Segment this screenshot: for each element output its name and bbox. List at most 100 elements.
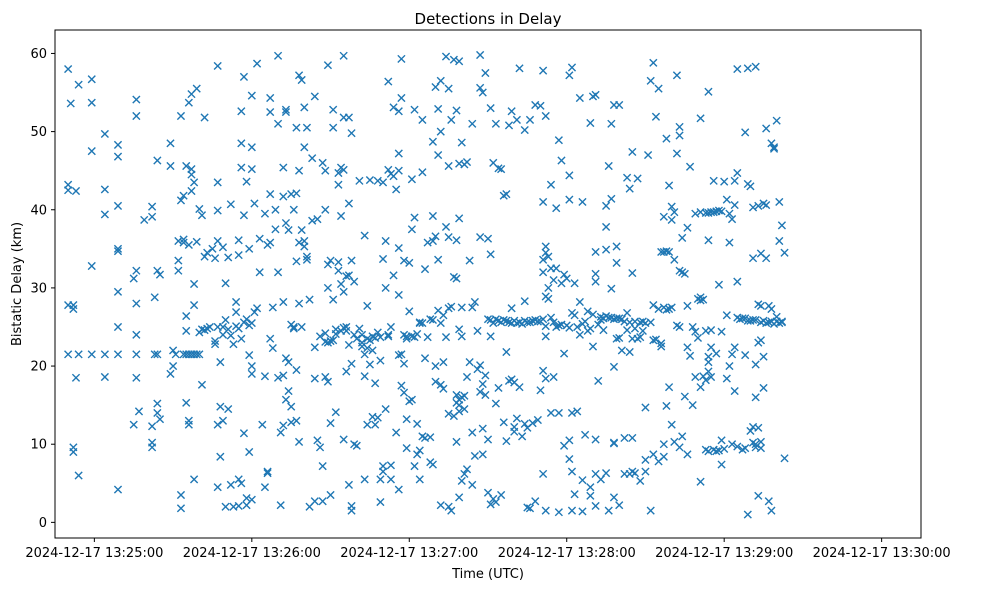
data-point: [675, 443, 684, 452]
data-point: [436, 127, 445, 136]
data-point: [329, 105, 338, 114]
data-point: [216, 402, 225, 411]
y-tick-label: 20: [30, 360, 47, 375]
data-point: [722, 311, 731, 320]
data-point: [263, 469, 272, 478]
data-point: [504, 121, 514, 130]
data-point: [588, 342, 598, 351]
data-point: [683, 223, 692, 232]
data-point: [541, 248, 550, 257]
data-point: [132, 330, 141, 339]
data-point: [683, 343, 692, 352]
data-point: [247, 318, 256, 328]
data-point: [174, 256, 183, 265]
data-point: [318, 158, 327, 167]
data-point: [560, 270, 569, 279]
data-point: [573, 322, 582, 332]
data-point: [460, 391, 469, 400]
data-point: [567, 506, 577, 515]
data-point: [399, 256, 409, 265]
data-point: [717, 436, 726, 445]
x-tick-label: 2024-12-17 13:30:00: [813, 546, 951, 561]
data-point: [604, 313, 613, 322]
data-point: [273, 268, 283, 277]
data-point: [287, 402, 296, 411]
data-point: [279, 192, 288, 201]
data-point: [581, 430, 590, 439]
data-point: [444, 84, 453, 93]
data-point: [132, 373, 141, 382]
data-point: [365, 336, 375, 345]
data-point: [473, 365, 482, 374]
data-point: [192, 350, 201, 359]
data-point: [570, 279, 579, 288]
data-point: [297, 225, 306, 235]
data-point: [213, 206, 222, 215]
data-point: [751, 360, 760, 369]
data-point: [520, 125, 529, 135]
data-point: [462, 157, 472, 167]
data-point: [743, 510, 752, 519]
data-point: [667, 420, 676, 429]
data-point: [347, 359, 356, 368]
data-point: [413, 450, 422, 459]
data-point: [344, 480, 354, 489]
data-point: [357, 330, 367, 339]
data-point: [662, 247, 671, 256]
data-point: [699, 295, 708, 304]
data-point: [394, 243, 403, 253]
data-point: [218, 416, 228, 425]
data-point: [767, 139, 776, 148]
data-point: [420, 265, 430, 274]
data-point: [468, 119, 477, 128]
data-point: [153, 408, 162, 418]
data-point: [184, 98, 193, 107]
data-point: [483, 435, 493, 444]
data-point: [622, 326, 632, 335]
data-point: [439, 311, 448, 320]
data-point: [670, 255, 679, 264]
data-point: [704, 236, 713, 245]
data-point: [334, 258, 343, 267]
data-point: [754, 423, 763, 432]
data-point: [754, 491, 763, 500]
data-point: [321, 166, 330, 175]
data-point: [654, 84, 663, 93]
data-point: [591, 277, 600, 286]
data-point: [706, 326, 716, 335]
data-point: [549, 275, 558, 285]
data-point: [294, 299, 304, 308]
data-point: [531, 497, 540, 506]
data-point: [392, 185, 401, 194]
data-point: [733, 168, 742, 178]
data-point: [297, 75, 306, 85]
data-point: [476, 233, 485, 242]
data-point: [743, 64, 752, 73]
data-point: [334, 266, 343, 275]
data-point: [502, 190, 511, 199]
data-point: [649, 301, 658, 310]
data-point: [630, 469, 640, 478]
data-point: [714, 206, 724, 215]
data-point: [520, 297, 529, 306]
data-point: [436, 76, 445, 85]
data-point: [420, 354, 430, 363]
data-point: [428, 211, 437, 221]
data-point: [628, 268, 637, 278]
data-point: [239, 211, 249, 220]
data-point: [318, 497, 327, 506]
data-point: [748, 315, 758, 325]
data-point: [515, 64, 524, 73]
data-point: [754, 201, 763, 210]
data-point: [431, 232, 440, 241]
data-point: [762, 318, 771, 328]
data-point: [176, 490, 186, 500]
data-point: [769, 143, 779, 152]
data-point: [336, 279, 346, 289]
data-point: [276, 501, 285, 510]
data-point: [762, 254, 771, 263]
data-point: [664, 247, 674, 257]
data-point: [546, 408, 556, 418]
data-point: [704, 352, 713, 361]
